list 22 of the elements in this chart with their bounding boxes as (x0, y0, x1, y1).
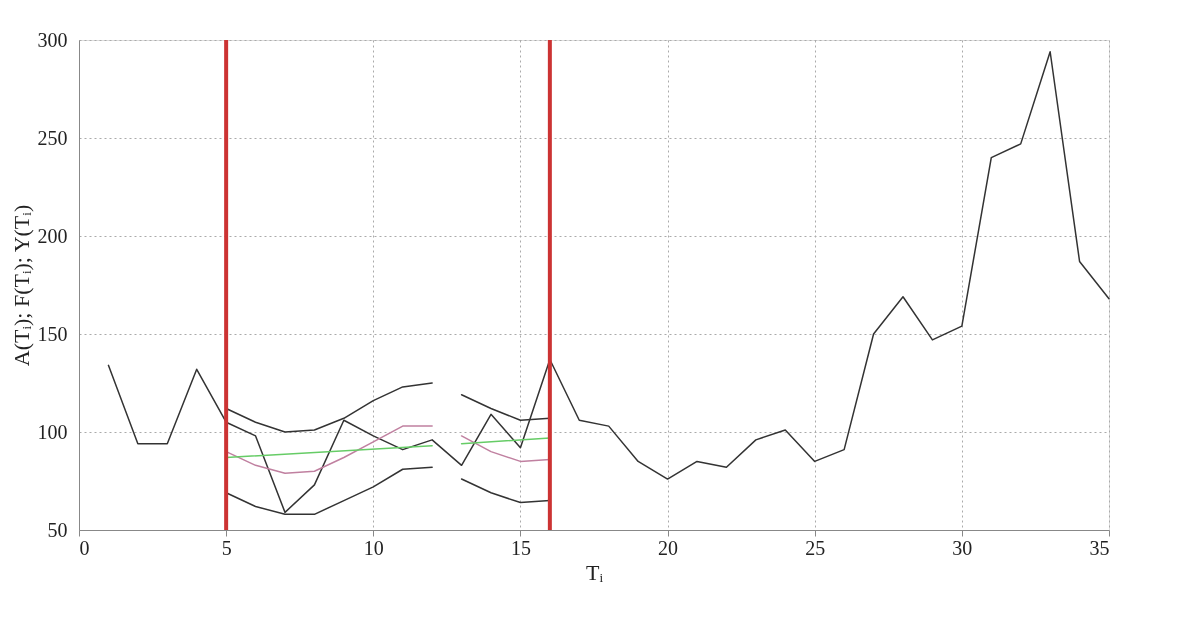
y-tick-label: 300 (37, 28, 68, 51)
line-series (225, 425, 433, 474)
x-axis-title: Tᵢ (585, 559, 604, 585)
x-tick-label: 10 (363, 536, 384, 559)
line-series (107, 51, 1110, 514)
x-tick-label: 15 (510, 536, 531, 559)
y-tick-label: 150 (37, 322, 68, 345)
x-tick-label: 25 (805, 536, 826, 559)
line-series (460, 394, 551, 421)
y-tick-label: 100 (37, 420, 68, 443)
x-tick-label: 35 (1089, 536, 1110, 559)
x-tick-label: 5 (221, 536, 232, 559)
y-tick-label: 50 (47, 518, 68, 541)
x-tick-label: 0 (79, 536, 90, 559)
x-tick-label: 20 (658, 536, 679, 559)
y-axis-title: A(Tᵢ); F(Tᵢ); Y(Tᵢ) (8, 204, 34, 367)
line-series (460, 478, 551, 504)
y-tick-label: 250 (37, 126, 68, 149)
line-series (460, 435, 551, 463)
x-tick-label: 30 (952, 536, 973, 559)
line-series (225, 382, 433, 433)
y-tick-label: 200 (37, 224, 68, 247)
